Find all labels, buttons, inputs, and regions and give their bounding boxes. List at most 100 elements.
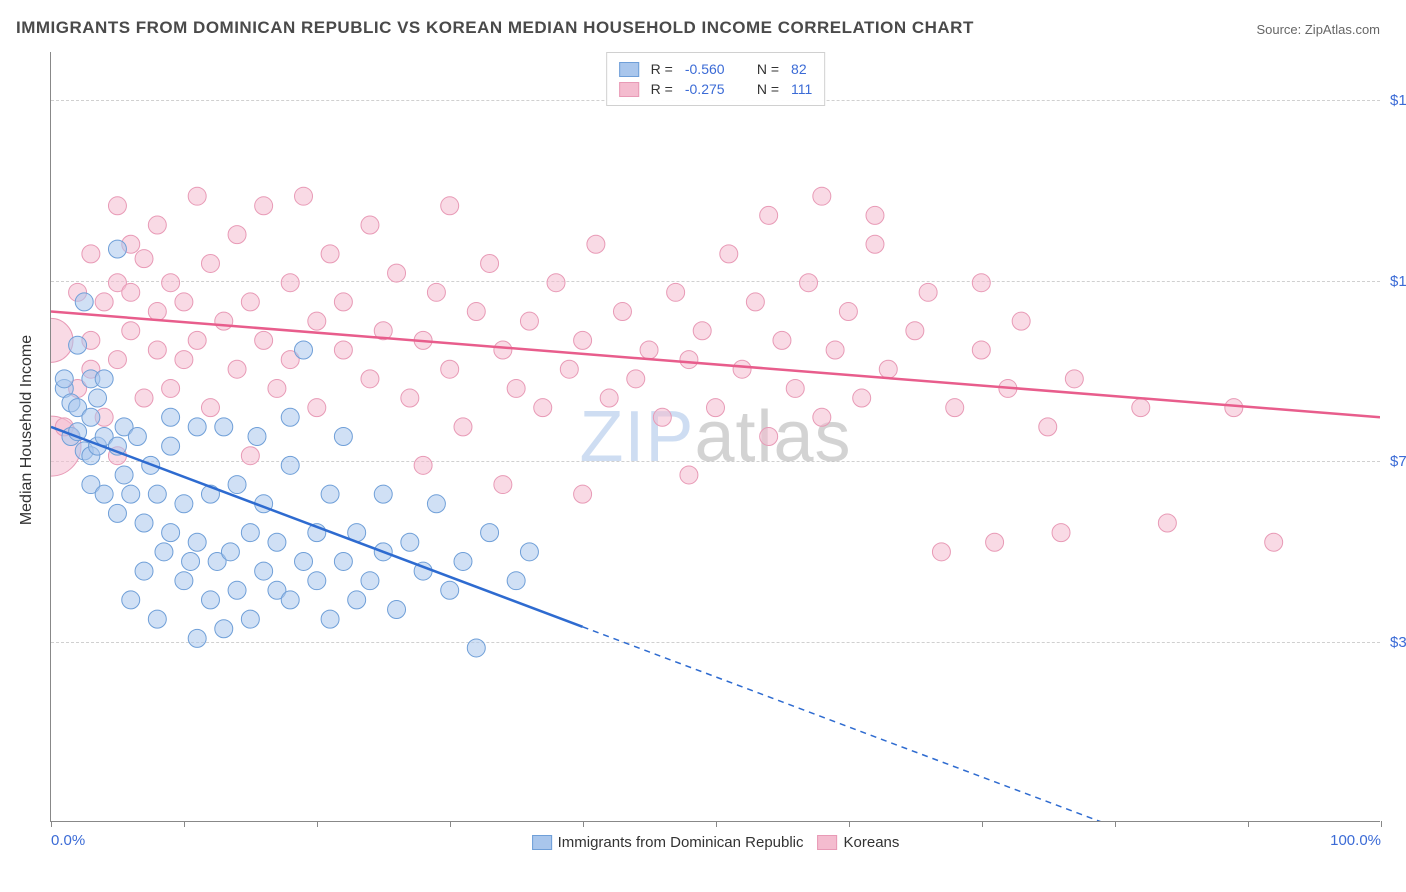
- scatter-point-korean: [866, 235, 884, 253]
- swatch-dominican-b: [532, 835, 552, 850]
- plot-area: ZIPatlas R = -0.560 N = 82 R = -0.275 N …: [50, 52, 1380, 822]
- scatter-point-korean: [733, 360, 751, 378]
- swatch-dominican: [619, 62, 639, 77]
- scatter-point-dominican: [175, 572, 193, 590]
- scatter-point-korean: [1039, 418, 1057, 436]
- legend-row-dominican: R = -0.560 N = 82: [619, 59, 813, 79]
- scatter-point-dominican: [241, 524, 259, 542]
- scatter-point-dominican: [95, 370, 113, 388]
- scatter-point-korean: [520, 312, 538, 330]
- scatter-point-korean: [494, 341, 512, 359]
- scatter-point-korean: [334, 341, 352, 359]
- scatter-point-korean: [228, 226, 246, 244]
- scatter-point-dominican: [441, 581, 459, 599]
- scatter-point-korean: [587, 235, 605, 253]
- scatter-point-korean: [401, 389, 419, 407]
- scatter-point-dominican: [281, 456, 299, 474]
- scatter-point-korean: [255, 197, 273, 215]
- swatch-korean: [619, 82, 639, 97]
- scatter-point-dominican: [162, 524, 180, 542]
- scatter-point-dominican: [401, 533, 419, 551]
- scatter-point-korean: [800, 274, 818, 292]
- source-label: Source: ZipAtlas.com: [1256, 22, 1380, 37]
- scatter-point-korean: [441, 197, 459, 215]
- scatter-point-korean: [162, 274, 180, 292]
- scatter-point-dominican: [188, 533, 206, 551]
- scatter-point-korean: [972, 341, 990, 359]
- legend-row-korean: R = -0.275 N = 111: [619, 79, 813, 99]
- scatter-point-korean: [162, 379, 180, 397]
- scatter-point-dominican: [308, 572, 326, 590]
- scatter-point-dominican: [148, 485, 166, 503]
- ytick-label: $37,500: [1390, 634, 1406, 651]
- ytick-label: $75,000: [1390, 453, 1406, 470]
- scatter-point-korean: [1065, 370, 1083, 388]
- y-axis-label: Median Household Income: [18, 335, 36, 525]
- scatter-point-dominican: [255, 562, 273, 580]
- scatter-point-korean: [361, 216, 379, 234]
- scatter-point-dominican: [348, 591, 366, 609]
- scatter-point-dominican: [481, 524, 499, 542]
- scatter-point-korean: [720, 245, 738, 263]
- scatter-point-korean: [308, 399, 326, 417]
- scatter-point-dominican: [507, 572, 525, 590]
- xtick: [1248, 821, 1249, 827]
- scatter-point-dominican: [334, 428, 352, 446]
- scatter-point-dominican: [215, 418, 233, 436]
- scatter-point-korean: [919, 283, 937, 301]
- scatter-point-dominican: [454, 552, 472, 570]
- r-value-dominican: -0.560: [685, 61, 737, 77]
- chart-svg: [51, 52, 1380, 821]
- scatter-point-korean: [906, 322, 924, 340]
- scatter-point-dominican: [115, 466, 133, 484]
- scatter-point-dominican: [148, 610, 166, 628]
- scatter-point-korean: [148, 341, 166, 359]
- scatter-point-korean: [467, 303, 485, 321]
- scatter-point-korean: [1158, 514, 1176, 532]
- scatter-point-korean: [826, 341, 844, 359]
- scatter-point-dominican: [241, 610, 259, 628]
- scatter-point-korean: [175, 293, 193, 311]
- scatter-point-dominican: [388, 601, 406, 619]
- scatter-point-dominican: [221, 543, 239, 561]
- xtick: [51, 821, 52, 827]
- scatter-point-korean: [255, 331, 273, 349]
- xtick: [583, 821, 584, 827]
- scatter-point-korean: [972, 274, 990, 292]
- scatter-point-korean: [95, 293, 113, 311]
- scatter-point-korean: [853, 389, 871, 407]
- scatter-point-korean: [427, 283, 445, 301]
- scatter-point-dominican: [520, 543, 538, 561]
- scatter-point-korean: [188, 187, 206, 205]
- xtick-label: 0.0%: [51, 832, 85, 849]
- xtick: [716, 821, 717, 827]
- scatter-point-korean: [879, 360, 897, 378]
- scatter-point-dominican: [295, 341, 313, 359]
- ytick-label: $150,000: [1390, 92, 1406, 109]
- xtick: [1381, 821, 1382, 827]
- scatter-point-dominican: [228, 476, 246, 494]
- scatter-point-dominican: [95, 485, 113, 503]
- scatter-point-korean: [707, 399, 725, 417]
- scatter-point-korean: [640, 341, 658, 359]
- scatter-point-korean: [481, 254, 499, 272]
- scatter-point-korean: [215, 312, 233, 330]
- scatter-point-korean: [1225, 399, 1243, 417]
- legend-label-dominican: Immigrants from Dominican Republic: [558, 834, 804, 851]
- scatter-point-korean: [1132, 399, 1150, 417]
- scatter-point-korean: [627, 370, 645, 388]
- scatter-point-korean: [813, 408, 831, 426]
- scatter-point-dominican: [188, 629, 206, 647]
- scatter-point-korean: [135, 389, 153, 407]
- chart-title: IMMIGRANTS FROM DOMINICAN REPUBLIC VS KO…: [16, 18, 974, 38]
- scatter-point-korean: [361, 370, 379, 388]
- scatter-point-korean: [108, 351, 126, 369]
- scatter-point-korean: [334, 293, 352, 311]
- scatter-point-korean: [560, 360, 578, 378]
- scatter-point-dominican: [162, 437, 180, 455]
- xtick: [849, 821, 850, 827]
- scatter-point-dominican: [215, 620, 233, 638]
- scatter-point-dominican: [128, 428, 146, 446]
- scatter-point-korean: [653, 408, 671, 426]
- scatter-point-dominican: [155, 543, 173, 561]
